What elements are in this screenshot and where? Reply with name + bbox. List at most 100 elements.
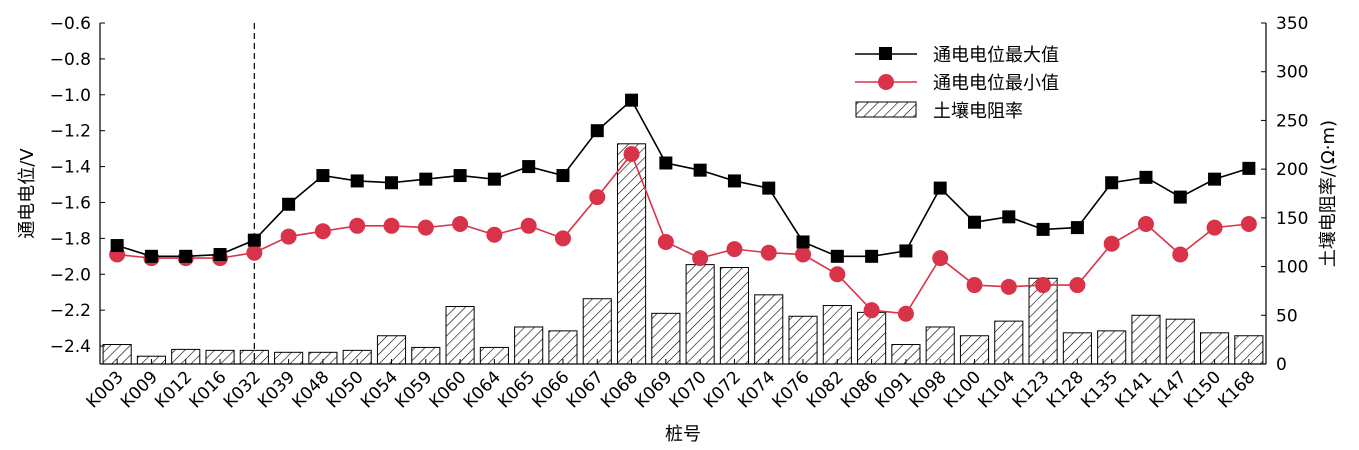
min-point-K060 [452, 216, 469, 233]
min-point-K147 [1172, 246, 1189, 263]
min-point-K069 [657, 233, 674, 250]
x-tick-label-K050: K050 [323, 367, 368, 412]
x-tick-label-K060: K060 [426, 367, 471, 412]
resistivity-bar-K067 [582, 298, 612, 365]
min-point-K100 [966, 277, 983, 294]
max-point-K150 [1208, 172, 1222, 186]
min-point-K066 [554, 230, 571, 247]
max-point-K082 [830, 249, 844, 263]
max-point-K086 [865, 249, 879, 263]
x-tick-label-K128: K128 [1043, 367, 1088, 412]
min-point-K068 [623, 146, 640, 163]
x-tick-label-K054: K054 [357, 367, 402, 412]
x-tick-label-K065: K065 [494, 367, 539, 412]
right-tick-label: 200 [1276, 160, 1308, 180]
left-tick-label: −0.6 [50, 14, 91, 34]
max-point-K076 [796, 235, 810, 249]
resistivity-bar-K135 [1097, 330, 1127, 365]
x-tick-label-K039: K039 [254, 367, 299, 412]
resistivity-bar-K065 [514, 326, 544, 365]
x-tick-label-K123: K123 [1009, 367, 1054, 412]
x-tick-label-K076: K076 [769, 367, 814, 412]
right-tick-label: 350 [1276, 14, 1308, 34]
min-point-K086 [863, 302, 880, 319]
x-tick-label-K012: K012 [151, 367, 196, 412]
series-max-line [116, 98, 1250, 258]
max-point-K050 [350, 174, 364, 188]
min-point-K039 [280, 228, 297, 245]
max-point-K039 [282, 197, 296, 211]
left-tick-label: −1.8 [50, 229, 91, 249]
right-tick-label: 250 [1276, 111, 1308, 131]
legend-max-marker [879, 47, 892, 60]
min-point-K168 [1240, 216, 1257, 233]
legend-resistivity-swatch [855, 101, 917, 118]
x-tick-label-K147: K147 [1146, 367, 1191, 412]
max-point-K074 [762, 181, 776, 195]
max-point-K060 [453, 169, 467, 183]
x-tick-label-K098: K098 [906, 367, 951, 412]
x-tick-label-K064: K064 [460, 367, 505, 412]
x-tick-label-K048: K048 [288, 367, 333, 412]
min-point-K072 [726, 241, 743, 258]
min-point-K065 [520, 217, 537, 234]
legend-label-max: 通电电位最大值 [933, 45, 1059, 66]
x-tick-label-K072: K072 [700, 367, 745, 412]
resistivity-bar-K076 [788, 315, 818, 365]
max-point-K012 [179, 249, 193, 263]
min-point-K128 [1069, 277, 1086, 294]
min-point-K064 [486, 226, 503, 243]
x-tick-label-K091: K091 [871, 367, 916, 412]
x-tick-label-K069: K069 [631, 367, 676, 412]
min-point-K135 [1103, 235, 1120, 252]
min-point-K123 [1035, 277, 1052, 294]
x-tick-label-K082: K082 [803, 367, 848, 412]
min-point-K048 [314, 223, 331, 240]
max-point-K059 [419, 172, 433, 186]
left-tick-label: −2.0 [50, 265, 91, 285]
resistivity-bar-K066 [548, 330, 578, 365]
resistivity-bar-K082 [822, 305, 852, 365]
max-point-K009 [144, 249, 158, 263]
legend: 通电电位最大值 通电电位最小值 土壤电阻率 [855, 45, 1059, 122]
x-tick-label-K086: K086 [837, 367, 882, 412]
max-point-K100 [968, 215, 981, 229]
max-point-K070 [693, 163, 707, 177]
x-tick-label-K150: K150 [1180, 367, 1225, 412]
max-point-K066 [556, 169, 570, 183]
max-point-K104 [1002, 210, 1016, 224]
x-tick-label-K100: K100 [940, 367, 985, 412]
min-point-K091 [897, 305, 914, 322]
min-point-K070 [692, 250, 709, 267]
min-point-K050 [349, 217, 366, 234]
max-point-K141 [1139, 170, 1153, 184]
x-axis-title: 桩号 [665, 424, 701, 445]
resistivity-bar-K060 [445, 306, 475, 365]
left-tick-label: −1.6 [50, 193, 91, 213]
max-point-K067 [590, 124, 604, 138]
max-point-K032 [247, 233, 261, 247]
x-tick-label-K016: K016 [186, 367, 231, 412]
legend-label-min: 通电电位最小值 [933, 73, 1059, 94]
resistivity-bar-K141 [1131, 314, 1161, 365]
x-tick-label-K059: K059 [391, 367, 436, 412]
max-point-K098 [933, 181, 947, 195]
resistivity-bar-K070 [685, 264, 715, 365]
series-min-line [117, 152, 1249, 315]
left-tick-label: −2.4 [50, 337, 91, 357]
x-tick-label-K104: K104 [974, 367, 1019, 412]
resistivity-bar-K072 [719, 267, 750, 365]
max-point-K054 [385, 176, 398, 190]
plot-area [102, 23, 1264, 365]
max-point-K135 [1105, 176, 1119, 190]
max-point-K168 [1242, 161, 1256, 175]
right-tick-label: 100 [1276, 258, 1308, 278]
resistivity-bar-K069 [651, 312, 681, 365]
x-tick-label-K168: K168 [1214, 367, 1259, 412]
max-point-K065 [522, 160, 536, 174]
min-point-K067 [589, 189, 606, 206]
max-point-K091 [899, 244, 913, 258]
x-tick-label-K068: K068 [597, 367, 642, 412]
resistivity-bar-K150 [1199, 332, 1230, 365]
